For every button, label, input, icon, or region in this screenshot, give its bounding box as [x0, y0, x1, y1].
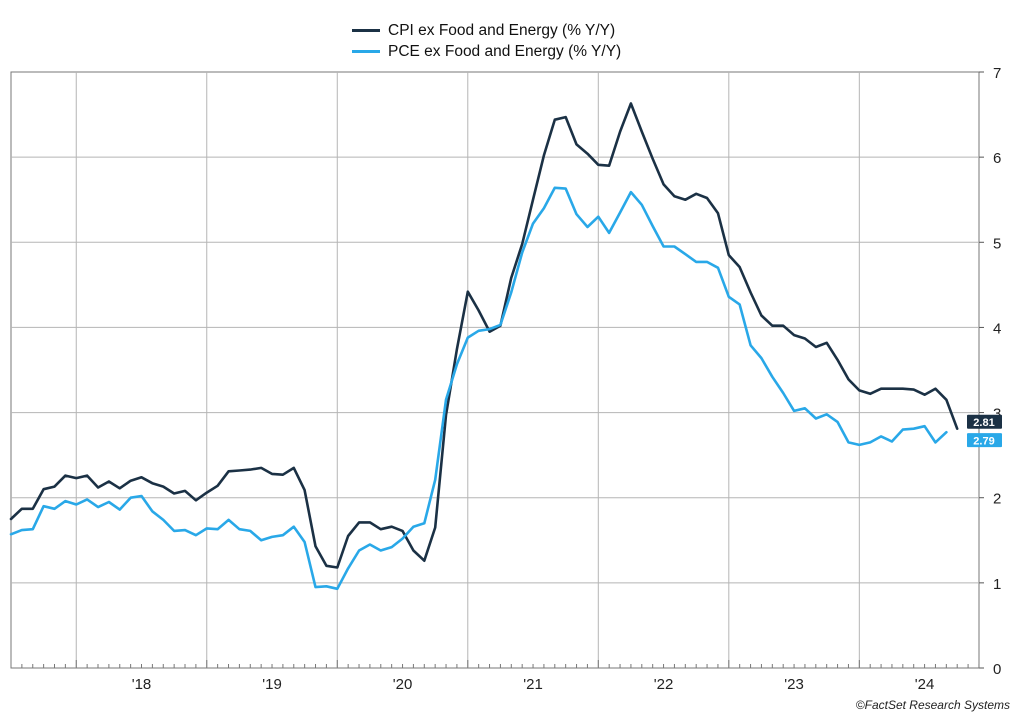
y-tick-label: 6	[993, 150, 1001, 167]
legend-label-cpi: CPI ex Food and Energy (% Y/Y)	[388, 21, 616, 39]
series-lines	[9, 102, 959, 591]
x-tick-label: '20	[393, 676, 413, 693]
source-credit: ©FactSet Research Systems	[855, 698, 1010, 712]
pce-end-label: 2.79	[967, 433, 1002, 448]
y-tick-label: 4	[993, 320, 1001, 337]
x-tick-label: '19	[262, 676, 282, 693]
legend-item-cpi: CPI ex Food and Energy (% Y/Y)	[352, 20, 621, 41]
end-label-box	[967, 433, 1002, 448]
y-tick-label: 0	[993, 661, 1001, 678]
legend-swatch-pce	[352, 50, 380, 53]
plot-frame	[10, 71, 980, 669]
legend-label-pce: PCE ex Food and Energy (% Y/Y)	[388, 42, 622, 60]
cpi-end-label: 2.81	[967, 414, 1002, 429]
end-label-text: 2.79	[973, 436, 994, 448]
gridlines	[10, 71, 980, 669]
y-tick-label: 5	[993, 235, 1001, 252]
legend-item-pce: PCE ex Food and Energy (% Y/Y)	[352, 41, 621, 62]
end-labels: 2.81 2.79	[967, 414, 1002, 448]
legend: CPI ex Food and Energy (% Y/Y) PCE ex Fo…	[352, 20, 621, 62]
axes: 0 1 2 3 4 5 6 7 '18 '19 '20 '21 '22 '23 '24	[10, 65, 1001, 693]
y-tick-label: 7	[993, 65, 1001, 82]
y-tick-label: 2	[993, 491, 1001, 508]
end-label-box	[967, 414, 1002, 429]
legend-swatch-cpi	[352, 29, 380, 32]
pce-series-line	[9, 186, 948, 591]
end-label-text: 2.81	[973, 417, 994, 429]
y-tick-label: 3	[993, 406, 1001, 423]
x-tick-label: '24	[915, 676, 935, 693]
cpi-series-line	[9, 102, 959, 569]
x-tick-label: '18	[132, 676, 152, 693]
x-tick-label: '21	[523, 676, 543, 693]
x-tick-label: '23	[784, 676, 804, 693]
x-tick-label: '22	[654, 676, 674, 693]
y-tick-label: 1	[993, 576, 1001, 593]
